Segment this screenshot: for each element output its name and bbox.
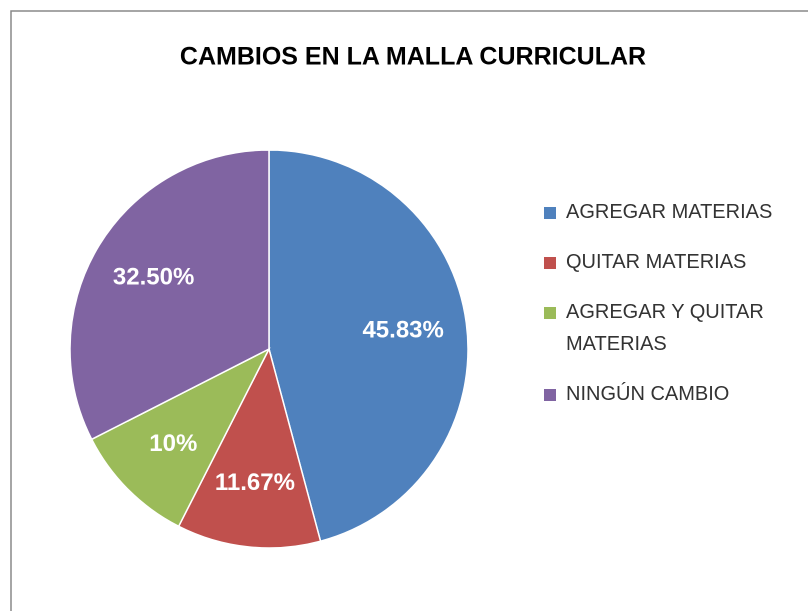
legend-label: AGREGAR Y QUITAR MATERIAS <box>566 301 764 355</box>
legend-label: NINGÚN CAMBIO <box>566 383 730 405</box>
pie-slice <box>268 149 469 543</box>
data-label: 10% <box>149 430 197 457</box>
legend-swatch <box>544 207 556 219</box>
chart-title: CAMBIOS EN LA MALLA CURRICULAR <box>180 43 646 71</box>
pie-slice <box>90 347 271 528</box>
legend-item: QUITAR MATERIAS <box>544 246 794 278</box>
legend-label: AGREGAR MATERIAS <box>566 201 773 223</box>
legend-item: AGREGAR MATERIAS <box>544 196 794 228</box>
legend-label: QUITAR MATERIAS <box>566 251 747 273</box>
legend-swatch <box>544 307 556 319</box>
data-label: 45.83% <box>362 317 443 344</box>
pie-slice <box>69 149 270 441</box>
legend: AGREGAR MATERIAS QUITAR MATERIAS AGREGAR Y… <box>544 196 794 428</box>
data-label: 11.67% <box>215 469 295 496</box>
data-label: 32.50% <box>113 264 194 291</box>
legend-swatch <box>544 389 556 401</box>
legend-item: NINGÚN CAMBIO <box>544 378 794 410</box>
legend-swatch <box>544 257 556 269</box>
legend-item: AGREGAR Y QUITAR MATERIAS <box>544 296 794 360</box>
pie-slice <box>177 346 322 549</box>
